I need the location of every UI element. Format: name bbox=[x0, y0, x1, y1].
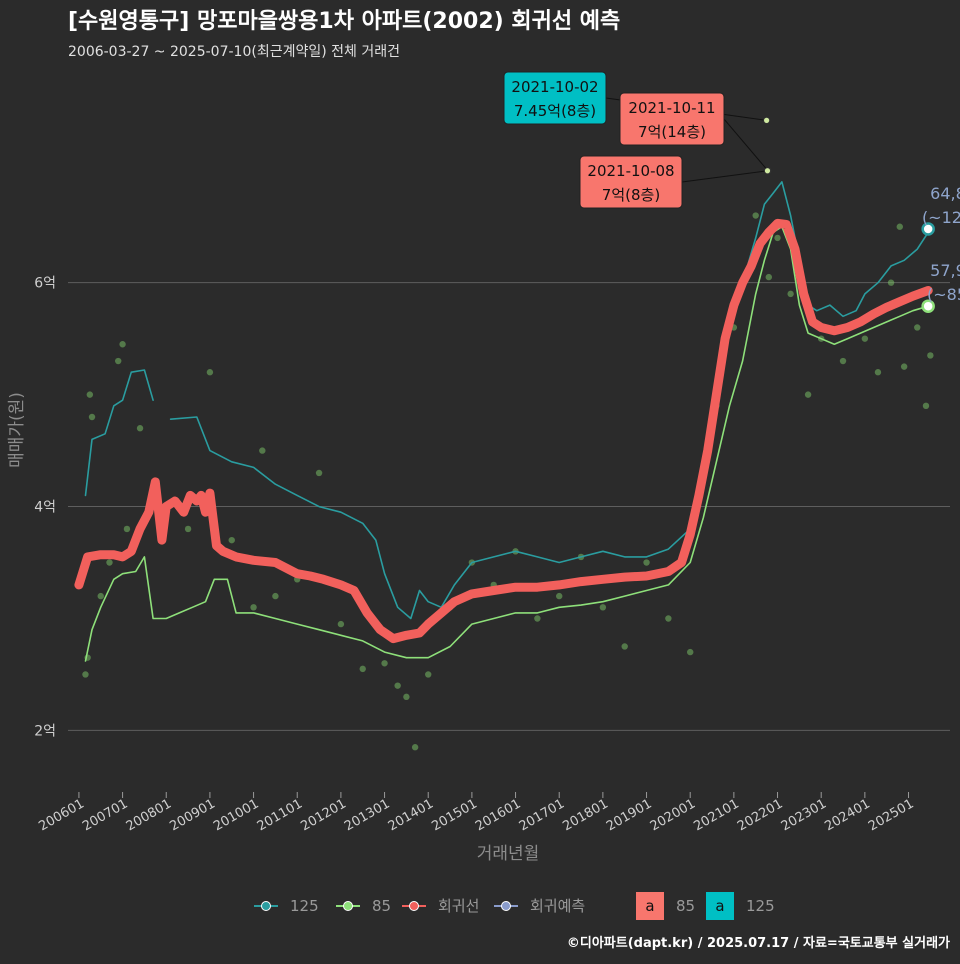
scatter-point bbox=[123, 525, 131, 533]
footer-credit: ©디아파트(dapt.kr) / 2025.07.17 / 자료=국토교통부 실… bbox=[567, 935, 950, 951]
scatter-point bbox=[259, 447, 266, 454]
scatter-point bbox=[115, 357, 122, 365]
scatter-point bbox=[900, 363, 908, 370]
legend-key-glyph: a bbox=[645, 897, 654, 915]
series-line-2 bbox=[74, 218, 933, 644]
annotation-date: 2021-10-02 bbox=[511, 78, 598, 96]
legend-label: 회귀예측 bbox=[530, 897, 585, 915]
marker-layer: 64,820 (~125㎡) 57,919 (~85㎡) bbox=[921, 184, 960, 313]
series-line-0 bbox=[169, 181, 929, 620]
end-label-area: (~125㎡) bbox=[922, 208, 960, 227]
annotation-box bbox=[579, 155, 683, 209]
y-tick-label: 2억 bbox=[34, 723, 56, 739]
scatter-point bbox=[914, 324, 921, 331]
end-point-marker bbox=[921, 299, 935, 313]
scatter-point bbox=[887, 279, 895, 286]
scatter-point bbox=[425, 671, 432, 678]
chart-title: [수원영통구] 망포마을쌍용1차 아파트(2002) 회귀선 예측 bbox=[68, 9, 620, 34]
legend-label: 125 bbox=[746, 897, 775, 915]
scatter-point bbox=[534, 615, 541, 622]
scatter-point bbox=[774, 234, 781, 242]
scatter-point bbox=[206, 369, 214, 376]
scatter-point bbox=[106, 559, 113, 566]
annotation-price: 7.45억(8층) bbox=[514, 102, 596, 120]
end-label-value: 57,919 bbox=[930, 261, 960, 280]
annotation-leader bbox=[723, 118, 769, 172]
scatter-point bbox=[621, 643, 628, 650]
series-layer bbox=[74, 181, 933, 662]
scatter-point bbox=[927, 352, 934, 359]
scatter-point bbox=[556, 592, 563, 600]
y-tick-label: 6억 bbox=[34, 276, 56, 292]
y-axis-label: 매매가(원) bbox=[7, 392, 27, 468]
annotation-box bbox=[503, 71, 607, 125]
annotation-leader bbox=[681, 170, 768, 183]
scatter-point bbox=[228, 536, 235, 544]
legend: 125 85 회귀선 회귀예측 a 85 a 125 bbox=[254, 892, 775, 920]
legend-key-dot bbox=[343, 901, 353, 911]
annotation-price: 7억(8층) bbox=[602, 186, 660, 204]
legend-label: 125 bbox=[290, 897, 319, 915]
end-point-marker bbox=[921, 222, 935, 236]
end-label-area: (~85㎡) bbox=[927, 285, 960, 304]
scatter-point bbox=[136, 425, 144, 432]
scatter-point bbox=[315, 469, 323, 477]
scatter-point bbox=[599, 604, 607, 611]
scatter-point bbox=[804, 391, 812, 398]
scatter-point bbox=[874, 369, 882, 376]
scatter-point bbox=[250, 604, 257, 611]
chart-subtitle: 2006-03-27 ~ 2025-07-10(최근계약일) 전체 거래건 bbox=[68, 44, 400, 60]
scatter-point bbox=[381, 660, 388, 667]
legend-label: 85 bbox=[372, 897, 391, 915]
scatter-point bbox=[337, 620, 345, 628]
scatter-point bbox=[411, 744, 419, 751]
scatter-point bbox=[643, 559, 650, 566]
scatter-point bbox=[86, 391, 94, 398]
scatter-point bbox=[687, 648, 694, 656]
annotation-date: 2021-10-11 bbox=[628, 99, 715, 117]
scatter-point bbox=[896, 223, 903, 230]
legend-label: 회귀선 bbox=[438, 897, 479, 915]
annotation-box bbox=[619, 92, 725, 146]
scatter-point bbox=[403, 693, 410, 701]
scatter-point bbox=[839, 357, 847, 365]
legend-key-glyph: a bbox=[715, 897, 724, 915]
scatter-point bbox=[97, 592, 104, 600]
scatter-point bbox=[922, 402, 930, 410]
annotation-point bbox=[763, 116, 771, 124]
y-tick-label: 4억 bbox=[34, 500, 56, 516]
scatter-point bbox=[752, 212, 759, 219]
scatter-point bbox=[272, 592, 279, 600]
scatter-point bbox=[88, 413, 96, 421]
series-line-1 bbox=[84, 225, 929, 662]
legend-key-dot bbox=[261, 901, 271, 911]
annotation-point bbox=[764, 167, 771, 175]
end-label-value: 64,820 bbox=[930, 184, 960, 203]
annotation-layer: 2021-10-02 7.45억(8층) 2021-10-11 7억(14층) 2021… bbox=[503, 71, 772, 209]
scatter-point bbox=[394, 682, 401, 689]
scatter-point bbox=[184, 525, 192, 533]
legend-key-dot bbox=[501, 901, 511, 911]
legend-key-box bbox=[636, 892, 664, 920]
scatter-point bbox=[359, 665, 366, 673]
scatter-point bbox=[861, 335, 869, 342]
annotation-price: 7억(14층) bbox=[638, 123, 706, 141]
legend-key-dot bbox=[409, 901, 419, 911]
x-axis-label: 거래년월 bbox=[477, 844, 540, 864]
scatter-point bbox=[787, 290, 794, 298]
scatter-point bbox=[82, 671, 89, 678]
scatter-point bbox=[765, 273, 772, 281]
series-line-0 bbox=[84, 369, 154, 497]
annotation-date: 2021-10-08 bbox=[587, 162, 674, 180]
legend-label: 85 bbox=[676, 897, 695, 915]
legend-key-box bbox=[706, 892, 734, 920]
scatter-point bbox=[119, 341, 126, 348]
scatter-point bbox=[665, 615, 672, 622]
